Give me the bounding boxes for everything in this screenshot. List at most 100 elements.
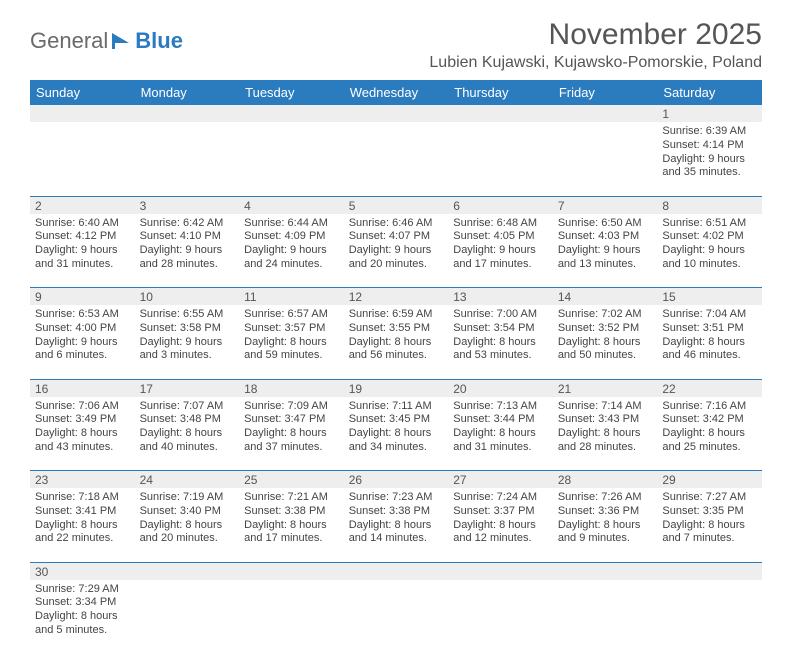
sunrise-text: Sunrise: 6:46 AM	[349, 217, 444, 231]
day-cell: Sunrise: 6:46 AMSunset: 4:07 PMDaylight:…	[344, 214, 449, 288]
daylight-text-2: and 40 minutes.	[140, 441, 235, 455]
day-number-cell: 4	[239, 196, 344, 214]
day-number-cell: 25	[239, 471, 344, 489]
calendar-table: Sunday Monday Tuesday Wednesday Thursday…	[30, 80, 762, 654]
location: Lubien Kujawski, Kujawsko-Pomorskie, Pol…	[429, 54, 762, 72]
month-title: November 2025	[429, 18, 762, 52]
day-number-cell	[448, 562, 553, 580]
day-cell: Sunrise: 7:18 AMSunset: 3:41 PMDaylight:…	[30, 488, 135, 562]
day-number-cell	[448, 105, 553, 122]
sunset-text: Sunset: 3:35 PM	[662, 505, 757, 519]
sunrise-text: Sunrise: 7:00 AM	[453, 308, 548, 322]
day-number-cell: 5	[344, 196, 449, 214]
sunset-text: Sunset: 3:43 PM	[558, 413, 653, 427]
sunset-text: Sunset: 4:07 PM	[349, 230, 444, 244]
daylight-text-2: and 59 minutes.	[244, 349, 339, 363]
week-row: Sunrise: 6:39 AMSunset: 4:14 PMDaylight:…	[30, 122, 762, 196]
daylight-text-2: and 25 minutes.	[662, 441, 757, 455]
col-saturday: Saturday	[657, 80, 762, 105]
sunrise-text: Sunrise: 7:07 AM	[140, 400, 235, 414]
week-row: Sunrise: 7:29 AMSunset: 3:34 PMDaylight:…	[30, 580, 762, 654]
day-cell: Sunrise: 7:09 AMSunset: 3:47 PMDaylight:…	[239, 397, 344, 471]
day-cell	[344, 122, 449, 196]
daylight-text-2: and 46 minutes.	[662, 349, 757, 363]
day-number-cell: 24	[135, 471, 240, 489]
sunset-text: Sunset: 3:41 PM	[35, 505, 130, 519]
daylight-text-1: Daylight: 8 hours	[453, 519, 548, 533]
col-friday: Friday	[553, 80, 658, 105]
daylight-text-2: and 31 minutes.	[453, 441, 548, 455]
sunset-text: Sunset: 3:55 PM	[349, 322, 444, 336]
daylight-text-2: and 31 minutes.	[35, 258, 130, 272]
day-number-cell: 16	[30, 379, 135, 397]
day-cell: Sunrise: 7:04 AMSunset: 3:51 PMDaylight:…	[657, 305, 762, 379]
day-number-cell	[135, 562, 240, 580]
daylight-text-1: Daylight: 8 hours	[244, 427, 339, 441]
col-monday: Monday	[135, 80, 240, 105]
day-cell: Sunrise: 6:50 AMSunset: 4:03 PMDaylight:…	[553, 214, 658, 288]
sunrise-text: Sunrise: 7:27 AM	[662, 491, 757, 505]
sunset-text: Sunset: 3:37 PM	[453, 505, 548, 519]
sunrise-text: Sunrise: 7:23 AM	[349, 491, 444, 505]
daylight-text-2: and 17 minutes.	[244, 532, 339, 546]
day-number-cell: 22	[657, 379, 762, 397]
sunrise-text: Sunrise: 7:26 AM	[558, 491, 653, 505]
day-cell: Sunrise: 7:24 AMSunset: 3:37 PMDaylight:…	[448, 488, 553, 562]
sunset-text: Sunset: 3:49 PM	[35, 413, 130, 427]
col-thursday: Thursday	[448, 80, 553, 105]
col-wednesday: Wednesday	[344, 80, 449, 105]
sunset-text: Sunset: 3:36 PM	[558, 505, 653, 519]
day-number-cell	[553, 105, 658, 122]
sunset-text: Sunset: 3:54 PM	[453, 322, 548, 336]
week-row: Sunrise: 6:40 AMSunset: 4:12 PMDaylight:…	[30, 214, 762, 288]
logo-text-general: General	[30, 28, 108, 54]
day-number-cell: 30	[30, 562, 135, 580]
day-cell: Sunrise: 6:55 AMSunset: 3:58 PMDaylight:…	[135, 305, 240, 379]
week-row: Sunrise: 6:53 AMSunset: 4:00 PMDaylight:…	[30, 305, 762, 379]
day-cell: Sunrise: 7:27 AMSunset: 3:35 PMDaylight:…	[657, 488, 762, 562]
daylight-text-1: Daylight: 9 hours	[662, 153, 757, 167]
day-number-cell	[344, 105, 449, 122]
daylight-text-1: Daylight: 9 hours	[453, 244, 548, 258]
daylight-text-1: Daylight: 8 hours	[35, 519, 130, 533]
day-cell: Sunrise: 6:57 AMSunset: 3:57 PMDaylight:…	[239, 305, 344, 379]
daylight-text-2: and 56 minutes.	[349, 349, 444, 363]
day-cell: Sunrise: 7:02 AMSunset: 3:52 PMDaylight:…	[553, 305, 658, 379]
sunrise-text: Sunrise: 7:06 AM	[35, 400, 130, 414]
day-number-cell	[553, 562, 658, 580]
day-number-cell: 14	[553, 288, 658, 306]
sunrise-text: Sunrise: 6:40 AM	[35, 217, 130, 231]
sunset-text: Sunset: 4:03 PM	[558, 230, 653, 244]
col-tuesday: Tuesday	[239, 80, 344, 105]
sunset-text: Sunset: 4:10 PM	[140, 230, 235, 244]
sunrise-text: Sunrise: 7:11 AM	[349, 400, 444, 414]
day-cell: Sunrise: 7:06 AMSunset: 3:49 PMDaylight:…	[30, 397, 135, 471]
sunrise-text: Sunrise: 6:50 AM	[558, 217, 653, 231]
daylight-text-1: Daylight: 8 hours	[35, 610, 130, 624]
daylight-text-2: and 22 minutes.	[35, 532, 130, 546]
daylight-text-1: Daylight: 8 hours	[662, 427, 757, 441]
day-cell: Sunrise: 6:44 AMSunset: 4:09 PMDaylight:…	[239, 214, 344, 288]
daynum-row: 23242526272829	[30, 471, 762, 489]
day-number-cell	[239, 562, 344, 580]
daylight-text-2: and 14 minutes.	[349, 532, 444, 546]
daynum-row: 1	[30, 105, 762, 122]
sunset-text: Sunset: 3:57 PM	[244, 322, 339, 336]
daylight-text-2: and 43 minutes.	[35, 441, 130, 455]
sunset-text: Sunset: 4:00 PM	[35, 322, 130, 336]
day-cell	[553, 122, 658, 196]
daylight-text-1: Daylight: 8 hours	[244, 519, 339, 533]
sunrise-text: Sunrise: 7:13 AM	[453, 400, 548, 414]
daylight-text-2: and 24 minutes.	[244, 258, 339, 272]
day-number-cell: 28	[553, 471, 658, 489]
day-number-cell: 10	[135, 288, 240, 306]
day-cell: Sunrise: 6:42 AMSunset: 4:10 PMDaylight:…	[135, 214, 240, 288]
daylight-text-1: Daylight: 8 hours	[244, 336, 339, 350]
sunrise-text: Sunrise: 7:09 AM	[244, 400, 339, 414]
daylight-text-1: Daylight: 9 hours	[140, 244, 235, 258]
daylight-text-1: Daylight: 8 hours	[349, 519, 444, 533]
daylight-text-2: and 12 minutes.	[453, 532, 548, 546]
sunrise-text: Sunrise: 7:02 AM	[558, 308, 653, 322]
daylight-text-2: and 34 minutes.	[349, 441, 444, 455]
logo-text-blue: Blue	[135, 28, 183, 54]
